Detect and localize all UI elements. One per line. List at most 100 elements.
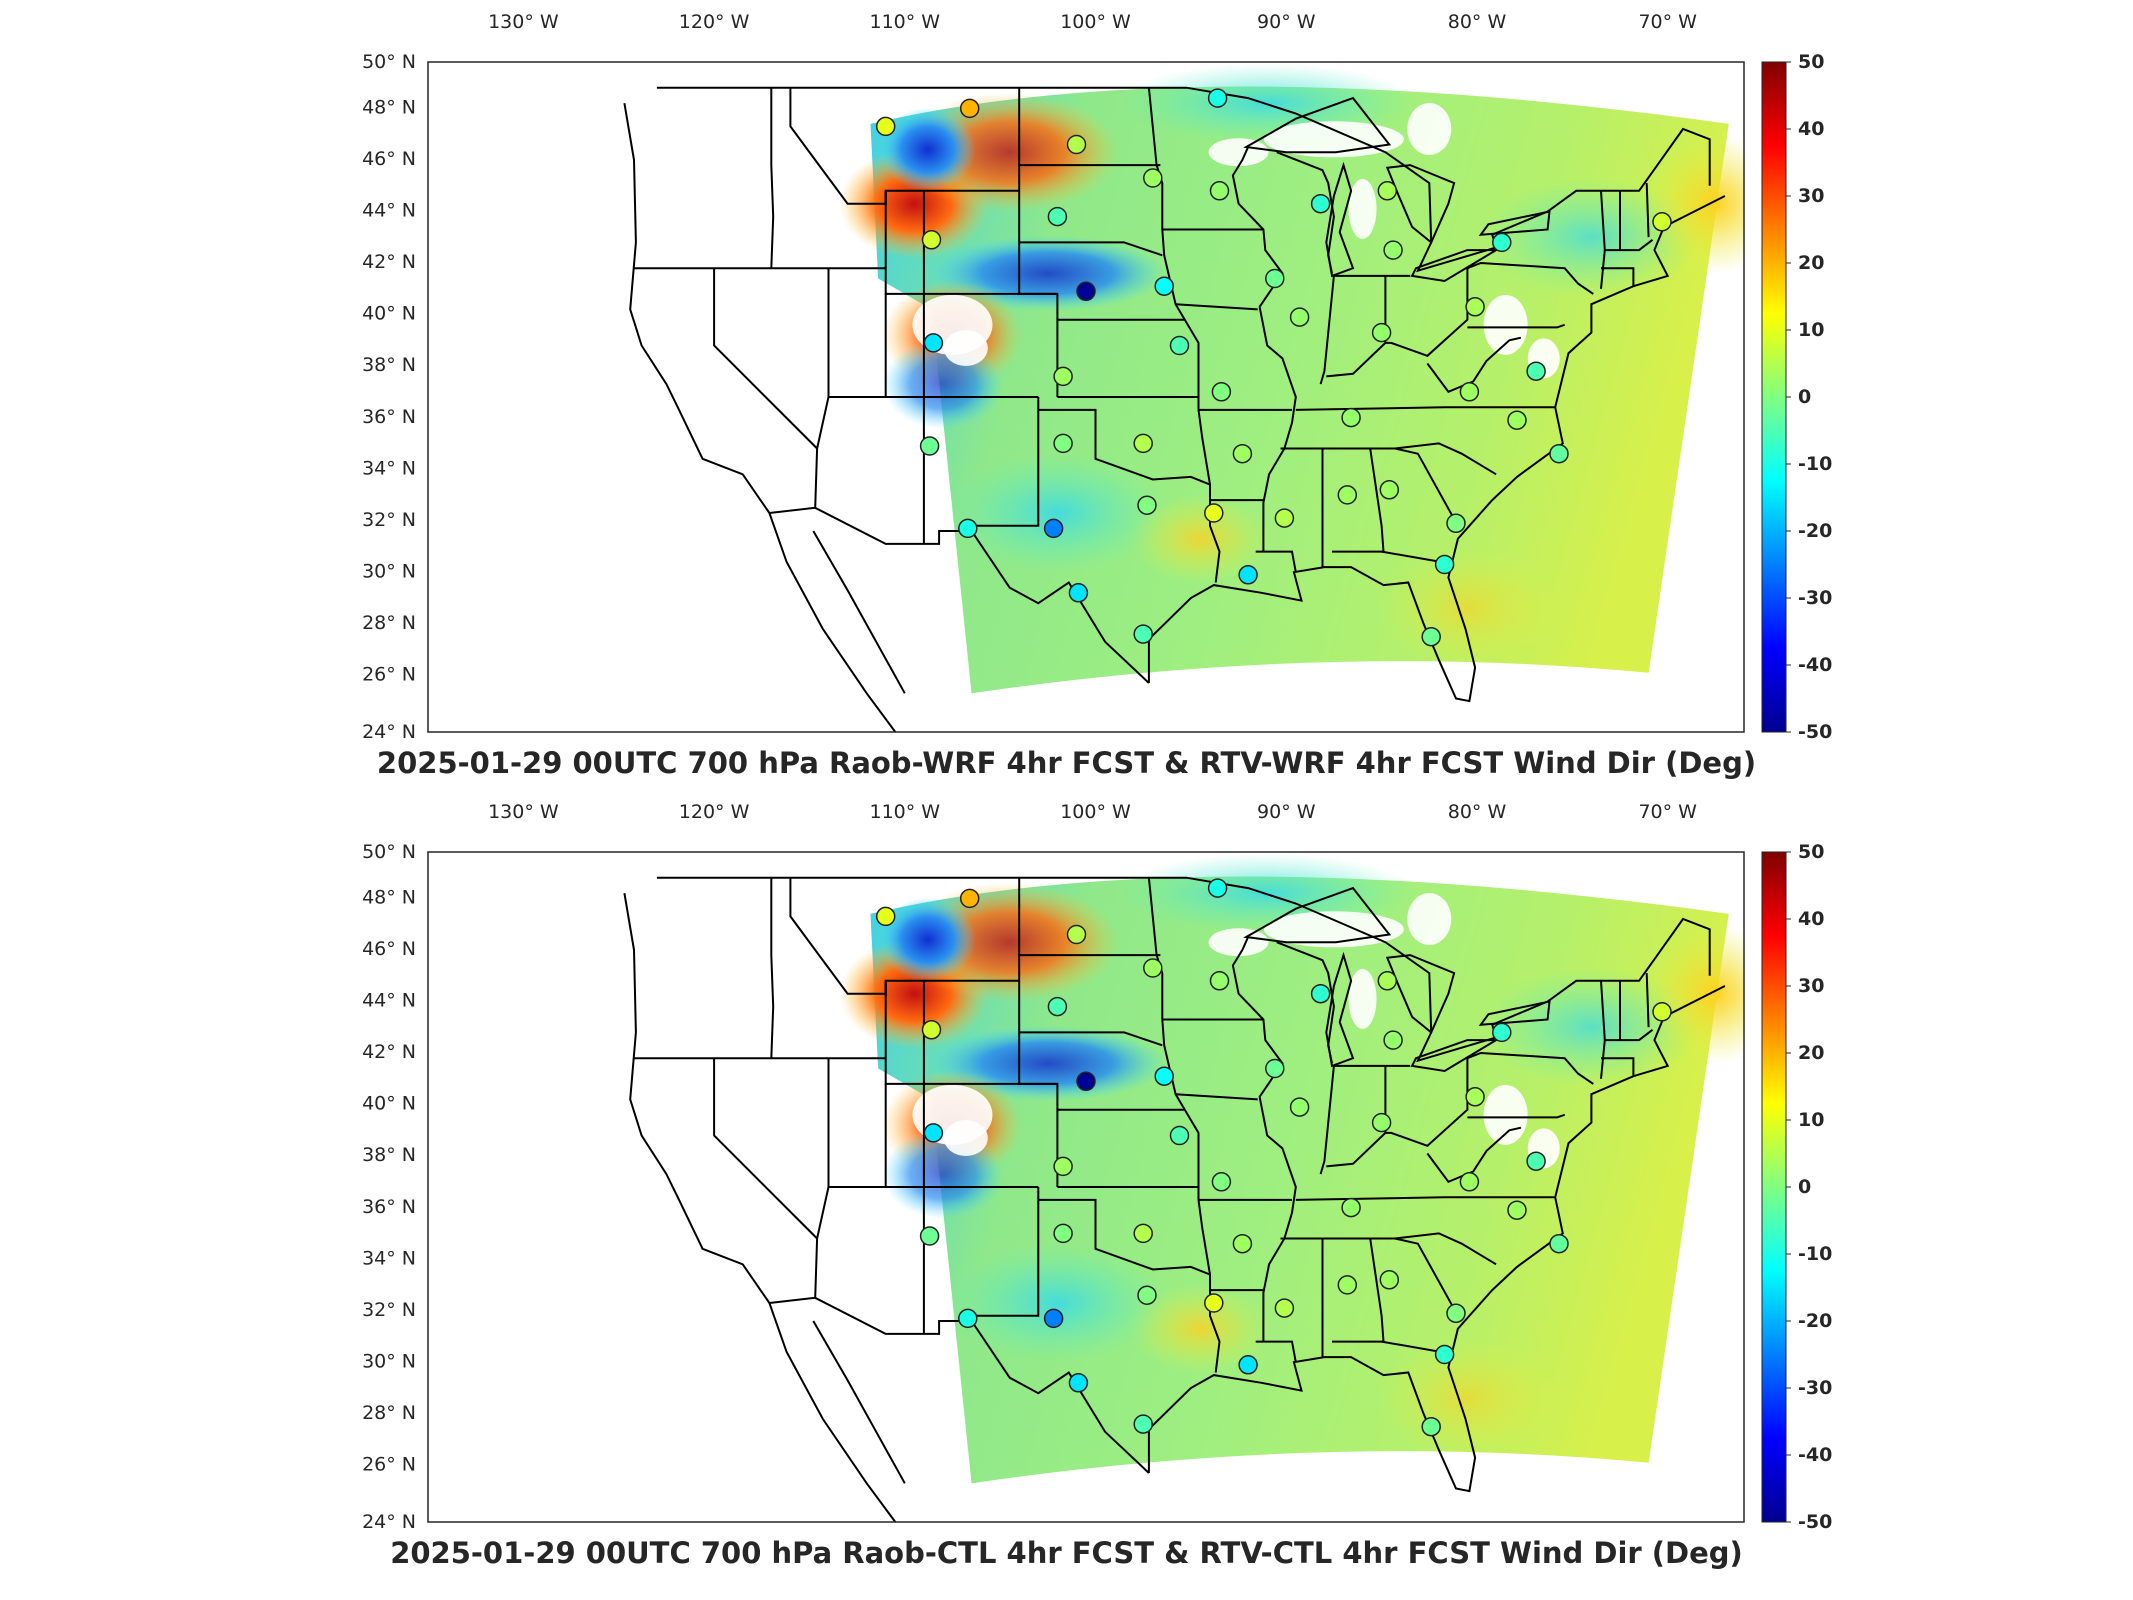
raob-station (1446, 1303, 1466, 1324)
lat-tick-label: 32° N (362, 1299, 416, 1321)
raob-station (1421, 1416, 1441, 1437)
raob-station (1238, 565, 1258, 585)
raob-station (1310, 983, 1331, 1004)
map-frame (427, 851, 1745, 1523)
raob-station (1232, 1233, 1253, 1254)
raob-station (1274, 508, 1295, 528)
raob-station (1047, 206, 1068, 227)
lat-tick-label: 50° N (362, 841, 416, 863)
lat-tick-label: 30° N (362, 1350, 416, 1372)
lat-tick-label: 40° N (362, 303, 416, 325)
colorbar-tick-label: -50 (1798, 721, 1832, 743)
raob-station (958, 518, 978, 539)
raob-station (958, 1308, 978, 1329)
lat-tick-label: 28° N (362, 612, 416, 634)
raob-station (1310, 193, 1331, 214)
colorbar-tick-label: -20 (1798, 520, 1832, 542)
raob-station (1289, 1097, 1310, 1117)
raob-station (919, 1226, 940, 1246)
raob-station (1379, 480, 1400, 500)
raob-station (923, 1123, 944, 1143)
raob-station (1434, 1344, 1455, 1365)
raob-station (1209, 181, 1230, 201)
raob-station (1377, 971, 1398, 991)
lon-tick-label: 70° W (1638, 801, 1697, 823)
raob-station (1047, 996, 1068, 1017)
lon-tick-label: 90° W (1257, 11, 1316, 33)
colorbar-tick-label: -40 (1798, 1444, 1832, 1466)
raob-station (1459, 382, 1480, 402)
raob-station (923, 333, 944, 353)
raob-station (921, 1020, 942, 1040)
colorbar-tick-label: 30 (1798, 975, 1824, 997)
raob-station (1421, 626, 1441, 647)
raob-station (919, 436, 940, 456)
raob-station (959, 888, 980, 909)
raob-station (1459, 1172, 1480, 1192)
raob-station (875, 116, 896, 137)
raob-station (1379, 1270, 1400, 1290)
raob-station (1053, 1156, 1073, 1177)
raob-station (1169, 335, 1190, 356)
lon-tick-label: 100° W (1060, 801, 1131, 823)
lon-tick-label: 110° W (870, 11, 941, 33)
colorbar-tick-label: -30 (1798, 587, 1832, 609)
colorbar-tick-label: -50 (1798, 1511, 1832, 1533)
colorbar-tick-label: -20 (1798, 1310, 1832, 1332)
raob-station (921, 230, 942, 250)
raob-station (1289, 307, 1310, 327)
lat-tick-label: 30° N (362, 560, 416, 582)
raob-station (1238, 1355, 1258, 1375)
raob-station (1204, 503, 1224, 523)
lat-tick-label: 26° N (362, 1454, 416, 1476)
colorbar-tick-label: -30 (1798, 1377, 1832, 1399)
colorbar-tick-label: 40 (1798, 908, 1824, 930)
raob-station (1652, 212, 1672, 232)
lat-tick-label: 28° N (362, 1402, 416, 1424)
raob-station (1053, 433, 1073, 454)
map-frame (427, 61, 1745, 733)
colorbar-tick-label: 0 (1798, 386, 1811, 408)
raob-station (959, 98, 980, 119)
raob-station (1143, 168, 1163, 188)
lat-tick-label: 44° N (362, 200, 416, 222)
lat-tick-label: 40° N (362, 1093, 416, 1115)
raob-station (1526, 1151, 1546, 1171)
colorbar-tick-label: 0 (1798, 1176, 1811, 1198)
map-svg: 130° W 120° W 110° W 100° W 90° W 80° W 70° W 5… (362, 801, 1832, 1533)
raob-station (1137, 1285, 1157, 1305)
lon-tick-label: 110° W (870, 801, 941, 823)
raob-station (1076, 1071, 1096, 1092)
raob-station (1053, 1223, 1073, 1244)
lat-tick-label: 38° N (362, 1144, 416, 1166)
lat-tick-label: 32° N (362, 509, 416, 531)
colorbar-tick-label: -10 (1798, 1243, 1832, 1265)
lat-tick-label: 34° N (362, 457, 416, 479)
lat-tick-label: 50° N (362, 51, 416, 73)
raob-station (1265, 268, 1285, 289)
raob-station (1169, 1125, 1190, 1146)
map-title: 2025-01-29 00UTC 700 hPa Raob-WRF 4hr FC… (376, 746, 1757, 780)
raob-station (1492, 1022, 1512, 1043)
raob-station (1137, 495, 1157, 515)
colorbar-tick-label: 30 (1798, 185, 1824, 207)
lon-tick-label: 120° W (679, 801, 750, 823)
raob-station (1341, 1197, 1361, 1218)
raob-station (1133, 433, 1153, 454)
colorbar-tick-label: 20 (1798, 252, 1824, 274)
lon-tick-label: 80° W (1448, 801, 1507, 823)
colorbar-tick-label: 10 (1798, 319, 1824, 341)
lat-tick-label: 24° N (362, 1511, 416, 1533)
raob-station (1434, 554, 1455, 575)
map-panel-1: 130° W 120° W 110° W 100° W 90° W 80° W 70° W 5… (362, 11, 1832, 780)
raob-station (1507, 410, 1527, 430)
lat-tick-label: 24° N (362, 721, 416, 743)
raob-station (1211, 382, 1232, 402)
raob-station (1652, 1002, 1672, 1022)
lon-tick-label: 100° W (1060, 11, 1131, 33)
raob-station (1274, 1298, 1295, 1318)
lon-tick-label: 130° W (488, 801, 559, 823)
lat-tick-label: 34° N (362, 1247, 416, 1269)
raob-station (1549, 443, 1569, 464)
raob-station (1446, 513, 1466, 534)
